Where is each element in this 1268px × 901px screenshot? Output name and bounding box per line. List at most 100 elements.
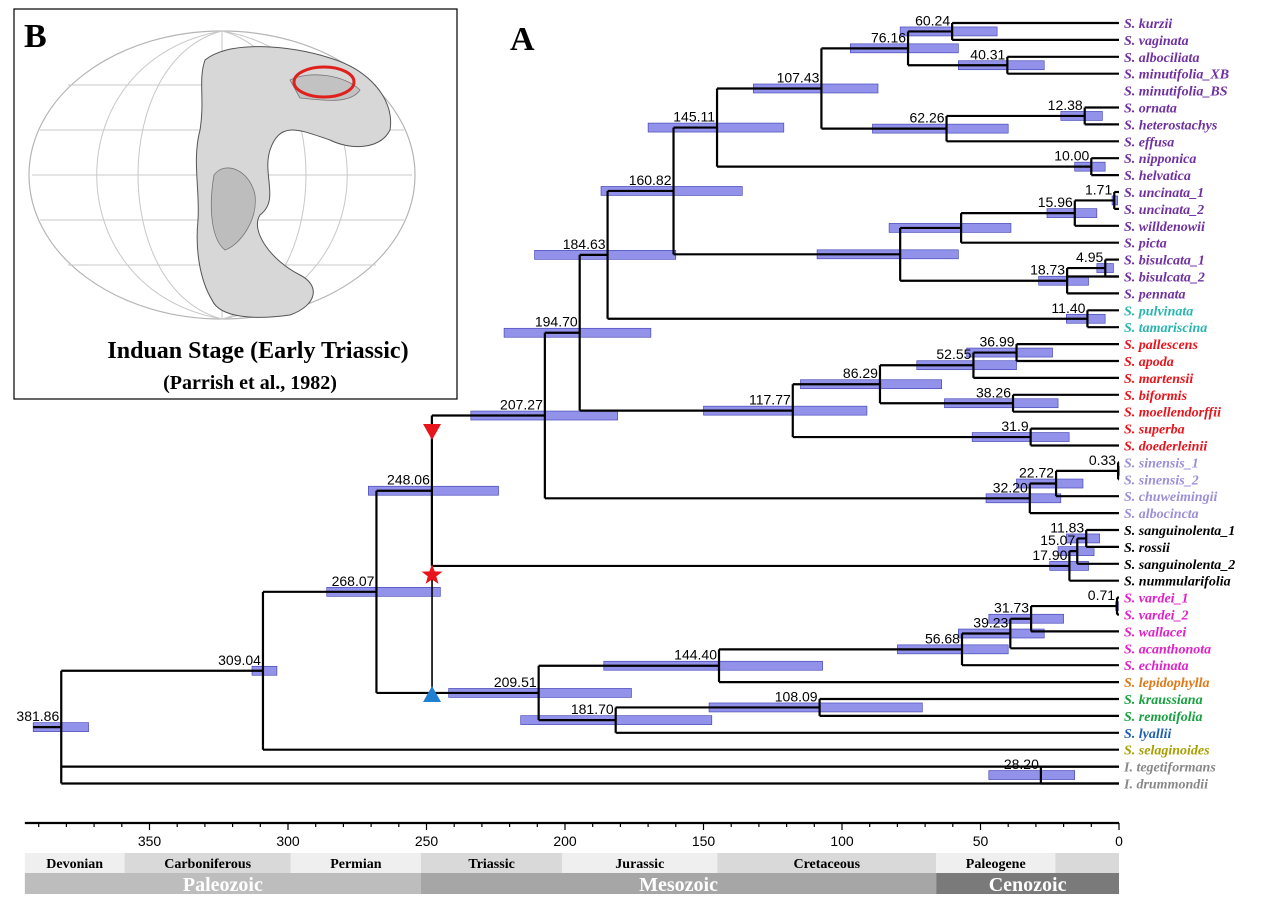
taxon-label: S. uncinata_1 xyxy=(1124,186,1204,201)
node-age-label: 15.07 xyxy=(1040,532,1075,548)
axis-tick-label: 0 xyxy=(1115,833,1123,849)
period-label: Jurassic xyxy=(615,857,664,872)
node-age-label: 160.82 xyxy=(629,172,672,188)
period-band xyxy=(1055,853,1119,873)
node-age-label: 18.73 xyxy=(1030,262,1065,278)
taxon-label: S. lepidophylla xyxy=(1124,676,1210,691)
time-calibrated-tree: 381.86 309.04 268.07 248.06 207.27 194.70 184.… xyxy=(16,12,1235,792)
era-label: Paleozoic xyxy=(183,874,263,896)
triangle-up-icon xyxy=(423,686,442,702)
node-age-label: 38.26 xyxy=(976,384,1011,400)
node-labels: 381.86 309.04 268.07 248.06 207.27 194.70 184.… xyxy=(16,12,1116,772)
node-age-label: 31.9 xyxy=(1001,418,1028,434)
period-label: Cretaceous xyxy=(793,857,860,872)
node-age-label: 108.09 xyxy=(775,688,818,704)
node-age-label: 268.07 xyxy=(332,573,375,589)
era-label: Cenozoic xyxy=(989,874,1067,896)
era-band xyxy=(420,873,937,894)
node-age-label: 32.20 xyxy=(993,479,1028,495)
node-age-label: 248.06 xyxy=(387,472,430,488)
node-age-label: 209.51 xyxy=(494,674,537,690)
period-band xyxy=(717,853,937,873)
period-band xyxy=(24,853,125,873)
period-label: Paleogene xyxy=(966,857,1026,872)
taxon-label: S. vardei_2 xyxy=(1124,609,1189,624)
taxon-label: S. minutifolia_BS xyxy=(1124,85,1228,100)
node-age-label: 22.72 xyxy=(1019,465,1054,481)
node-age-label: 145.11 xyxy=(673,109,715,125)
node-age-label: 144.40 xyxy=(674,647,717,663)
node-age-label: 4.95 xyxy=(1076,249,1103,265)
taxon-label: S. acanthonota xyxy=(1124,642,1211,657)
node-age-label: 117.77 xyxy=(749,392,791,408)
time-axis: 350 300 250 200 150 100 50 0 xyxy=(24,821,1123,849)
triangle-down-icon xyxy=(423,424,442,440)
taxon-label: S. albociliata xyxy=(1124,51,1199,66)
branches xyxy=(33,21,1120,785)
taxon-label: S. minutifolia_XB xyxy=(1124,68,1229,83)
taxon-label: S. heterostachys xyxy=(1124,118,1218,133)
taxon-label: S. nipponica xyxy=(1124,152,1196,167)
axis-tick-label: 350 xyxy=(138,833,162,849)
period-band xyxy=(124,853,291,873)
node-age-label: 31.73 xyxy=(994,600,1029,616)
taxon-label: S. pennata xyxy=(1124,287,1185,302)
node-age-label: 56.68 xyxy=(925,630,960,646)
era-band xyxy=(936,873,1119,894)
node-age-label: 62.26 xyxy=(909,110,944,126)
taxon-label: S. vardei_1 xyxy=(1124,592,1189,607)
taxon-label: S. echinata xyxy=(1124,659,1189,674)
taxon-label: S. wallacei xyxy=(1124,625,1186,640)
paleogeographic-map xyxy=(28,30,416,320)
period-label: Devonian xyxy=(46,857,103,872)
axis-tick-label: 50 xyxy=(973,833,989,849)
taxon-label: S. chuweimingii xyxy=(1124,490,1217,505)
taxon-label: S. biformis xyxy=(1124,389,1188,404)
hpd-bar xyxy=(368,485,499,496)
node-age-label: 184.63 xyxy=(563,236,606,252)
node-age-label: 17.90 xyxy=(1032,547,1067,563)
node-age-label: 381.86 xyxy=(16,708,59,724)
taxon-label: S. nummularifolia xyxy=(1124,575,1231,590)
node-age-label: 107.43 xyxy=(777,69,820,85)
node-age-label: 52.55 xyxy=(936,346,971,362)
tip-labels: S. kurzii S. vaginata S. albociliata S. min… xyxy=(1123,17,1235,793)
node-age-label: 11.40 xyxy=(1051,300,1085,316)
period-label: Permian xyxy=(330,857,382,872)
node-age-label: 1.71 xyxy=(1085,181,1112,197)
taxon-label: S. lyallii xyxy=(1124,727,1172,742)
node-age-label: 0.33 xyxy=(1089,452,1116,468)
taxon-label: S. selaginoides xyxy=(1124,744,1210,759)
panel-label-a: A xyxy=(510,21,535,58)
taxon-label: S. vaginata xyxy=(1124,34,1189,49)
node-age-label: 60.24 xyxy=(915,12,950,28)
taxon-label: S. doederleinii xyxy=(1124,440,1207,455)
taxon-label: S. helvatica xyxy=(1124,169,1191,184)
node-age-label: 12.38 xyxy=(1048,97,1083,113)
star-icon xyxy=(421,564,443,584)
node-age-label: 0.71 xyxy=(1088,587,1115,603)
taxon-label: S. martensii xyxy=(1124,372,1193,387)
taxon-label: S. pallescens xyxy=(1124,338,1198,353)
taxon-label: S. rossii xyxy=(1124,541,1170,556)
inset-title: Induan Stage (Early Triassic) xyxy=(107,338,408,364)
inset-panel-b: B Induan Stage (Early Triassic) (Parrish… xyxy=(13,8,458,400)
taxon-label: S. sinensis_2 xyxy=(1124,473,1199,488)
node-age-label: 309.04 xyxy=(218,652,261,668)
taxon-label: S. superba xyxy=(1124,423,1185,438)
taxon-label: S. sanguinolenta_2 xyxy=(1124,558,1235,573)
era-label: Mesozoic xyxy=(639,874,718,896)
taxon-label: S. picta xyxy=(1124,237,1167,252)
node-age-label: 76.16 xyxy=(871,29,906,45)
node-age-label: 39.23 xyxy=(973,615,1008,631)
taxon-label: S. bisulcata_2 xyxy=(1124,271,1205,286)
hpd-bar xyxy=(988,770,1075,780)
taxon-label: S. bisulcata_1 xyxy=(1124,254,1205,269)
node-age-label: 36.99 xyxy=(979,334,1014,350)
taxon-label: S. remotifolia xyxy=(1124,710,1203,725)
taxon-label: S. tamariscina xyxy=(1124,321,1207,336)
taxon-label: S. apoda xyxy=(1124,355,1174,370)
taxon-label: S. albocincta xyxy=(1124,507,1199,522)
node-age-label: 207.27 xyxy=(500,397,543,413)
